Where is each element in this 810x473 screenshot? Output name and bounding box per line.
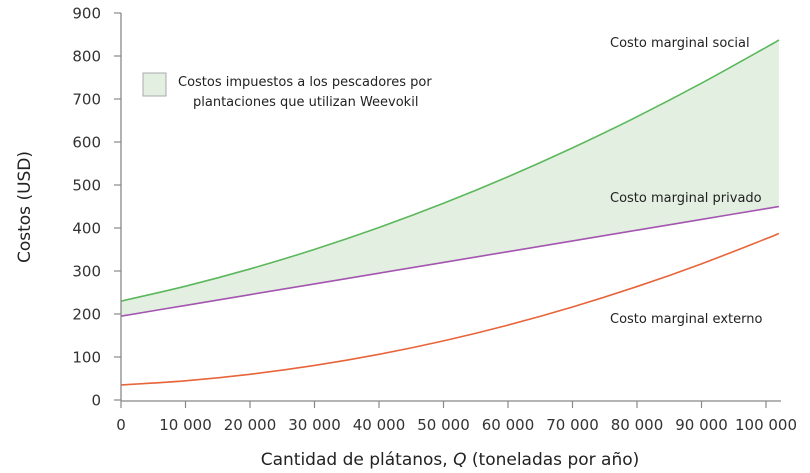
legend: Costos impuestos a los pescadores por pl… [142, 72, 432, 110]
y-tick-label: 800 [72, 48, 101, 66]
x-tick-label: 0 [116, 416, 126, 434]
legend-label-line2: plantaciones que utilizan Weevokil [193, 95, 418, 110]
x-tick-label: 80 000 [611, 416, 664, 434]
y-tick-label: 300 [72, 263, 101, 281]
x-ticks: 0 10 000 20 000 30 000 40 000 50 000 60 000 70 … [116, 401, 797, 434]
axes [120, 13, 781, 402]
legend-label-line1: Costos impuestos a los pescadores por [178, 75, 432, 90]
y-ticks: 0 100 200 300 400 500 600 700 800 900 [72, 5, 121, 410]
x-tick-label: 50 000 [417, 416, 470, 434]
y-tick-label: 400 [72, 220, 101, 238]
y-tick-label: 100 [72, 349, 101, 367]
label-private-marginal-cost: Costo marginal privado [610, 191, 762, 206]
series-lines [120, 39, 780, 386]
y-tick-label: 200 [72, 306, 101, 324]
line-external-marginal-cost [120, 232, 780, 386]
x-tick-label: 40 000 [353, 416, 406, 434]
x-tick-label: 70 000 [546, 416, 599, 434]
y-tick-label: 700 [72, 91, 101, 109]
x-axis-title: Cantidad de plátanos, Q (toneladas por a… [261, 450, 640, 470]
x-tick-label: 10 000 [159, 416, 212, 434]
x-tick-label: 60 000 [482, 416, 535, 434]
y-tick-label: 900 [72, 5, 101, 23]
y-tick-label: 600 [72, 134, 101, 152]
x-tick-label: 100 000 [735, 416, 797, 434]
x-tick-label: 20 000 [224, 416, 277, 434]
legend-swatch [142, 72, 167, 97]
y-axis-title: Costos (USD) [15, 151, 35, 263]
line-private-marginal-cost [120, 205, 780, 317]
x-tick-label: 30 000 [288, 416, 341, 434]
x-tick-label: 90 000 [675, 416, 728, 434]
y-tick-label: 500 [72, 177, 101, 195]
line-social-marginal-cost [120, 39, 780, 302]
label-social-marginal-cost: Costo marginal social [610, 36, 750, 51]
label-external-marginal-cost: Costo marginal externo [610, 312, 762, 327]
y-tick-label: 0 [91, 392, 101, 410]
